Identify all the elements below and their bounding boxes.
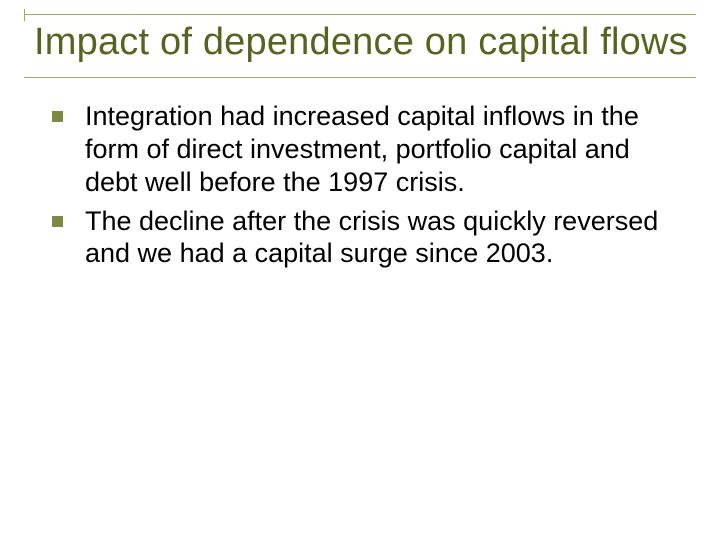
slide: Impact of dependence on capital flows In… — [0, 0, 720, 540]
list-item: The decline after the crisis was quickly… — [52, 205, 682, 271]
bullet-text: Integration had increased capital inflow… — [85, 100, 682, 199]
list-item: Integration had increased capital inflow… — [52, 100, 682, 199]
slide-title: Impact of dependence on capital flows — [34, 21, 696, 65]
title-container: Impact of dependence on capital flows — [24, 14, 696, 78]
square-bullet-icon — [52, 111, 63, 122]
square-bullet-icon — [52, 216, 63, 227]
bullet-text: The decline after the crisis was quickly… — [85, 205, 682, 271]
title-rule-tick — [24, 9, 25, 21]
slide-body: Integration had increased capital inflow… — [24, 78, 696, 271]
